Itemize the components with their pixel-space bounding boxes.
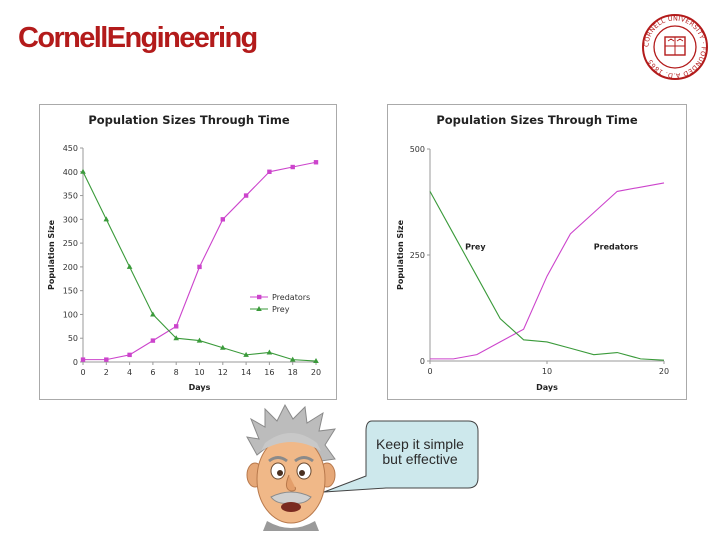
series-line-prey: [429, 191, 665, 361]
x-axis-label: Days: [536, 383, 558, 392]
inline-label-prey: Prey: [465, 243, 486, 252]
legend-marker-prey: [256, 306, 262, 311]
data-point-prey: [313, 358, 319, 364]
y-tick-label: 500: [410, 145, 425, 154]
x-tick-label: 20: [311, 368, 321, 377]
x-tick-label: 12: [218, 368, 228, 377]
x-tick-label: 14: [241, 368, 251, 377]
data-point-prey: [266, 349, 273, 355]
data-point-predators: [150, 338, 156, 343]
x-tick-label: 16: [264, 368, 274, 377]
x-tick-label: 10: [542, 367, 552, 376]
x-tick-label: 0: [80, 368, 85, 377]
x-tick-label: 18: [288, 368, 298, 377]
y-tick-label: 200: [63, 263, 78, 272]
x-tick-label: 20: [659, 367, 669, 376]
y-tick-label: 250: [410, 251, 425, 260]
data-point-predators: [197, 264, 202, 270]
x-tick-label: 2: [104, 368, 109, 377]
cornell-seal-icon: CORNELL UNIVERSITY · FOUNDED A.D. 1865: [642, 14, 708, 80]
y-tick-label: 400: [63, 168, 78, 177]
y-tick-label: 300: [63, 215, 78, 224]
chart-frame: [387, 104, 687, 400]
data-point-predators: [313, 160, 319, 165]
speech-bubble-text: Keep it simple but effective: [364, 437, 476, 467]
chart-title: Population Sizes Through Time: [436, 113, 638, 127]
speech-bubble: [323, 420, 479, 493]
data-point-prey: [196, 337, 203, 343]
y-tick-label: 50: [68, 334, 78, 343]
data-point-prey: [173, 335, 179, 341]
data-point-predators: [267, 169, 272, 174]
y-tick-label: 350: [63, 192, 78, 201]
y-axis-label: Population Size: [396, 219, 405, 290]
data-point-predators: [104, 357, 109, 362]
data-point-predators: [127, 352, 132, 358]
data-point-predators: [243, 193, 249, 198]
x-tick-label: 0: [427, 367, 432, 376]
y-tick-label: 150: [63, 287, 78, 296]
y-tick-label: 0: [420, 357, 425, 366]
data-point-prey: [289, 356, 296, 362]
data-point-predators: [80, 357, 86, 362]
einstein-cartoon-icon: [246, 403, 336, 531]
data-point-predators: [220, 217, 225, 222]
cornell-engineering-logo: CornellEngineering: [18, 22, 258, 54]
y-tick-label: 250: [63, 239, 78, 248]
population-chart-right: Population Sizes Through Time 0 250 500 0 10 2…: [387, 104, 687, 400]
data-point-prey: [80, 168, 86, 174]
chart-title: Population Sizes Through Time: [88, 113, 290, 127]
chart-panel-right: Population Sizes Through Time 0 250 500 0 10 2…: [387, 104, 687, 400]
data-point-prey: [243, 351, 249, 357]
speech-line-2: but effective: [382, 451, 458, 467]
inline-label-predators: Predators: [594, 243, 639, 252]
data-point-prey: [103, 216, 110, 222]
y-tick-label: 100: [63, 310, 78, 319]
legend-marker-predators: [257, 294, 262, 300]
data-point-prey: [126, 263, 133, 269]
x-tick-label: 10: [194, 368, 204, 377]
chart-panel-left: Population Sizes Through Time 0 50 100 150 20…: [39, 104, 337, 400]
data-point-prey: [150, 311, 156, 317]
population-chart-left: Population Sizes Through Time05010015020…: [39, 104, 337, 400]
speech-line-1: Keep it simple: [376, 436, 464, 452]
x-tick-label: 6: [150, 368, 155, 377]
x-axis-label: Days: [189, 383, 211, 392]
data-point-predators: [174, 324, 179, 329]
x-tick-label: 8: [174, 368, 179, 377]
y-tick-label: 0: [73, 358, 78, 367]
data-point-predators: [290, 164, 295, 170]
series-line-predators: [430, 182, 665, 360]
chart-frame: [39, 104, 337, 400]
data-point-prey: [220, 344, 226, 350]
y-tick-label: 450: [63, 144, 78, 153]
x-tick-label: 4: [127, 368, 132, 377]
legend-label-prey: Prey: [272, 305, 290, 314]
legend-label-predators: Predators: [272, 293, 310, 302]
y-axis-label: Population Size: [47, 219, 56, 290]
